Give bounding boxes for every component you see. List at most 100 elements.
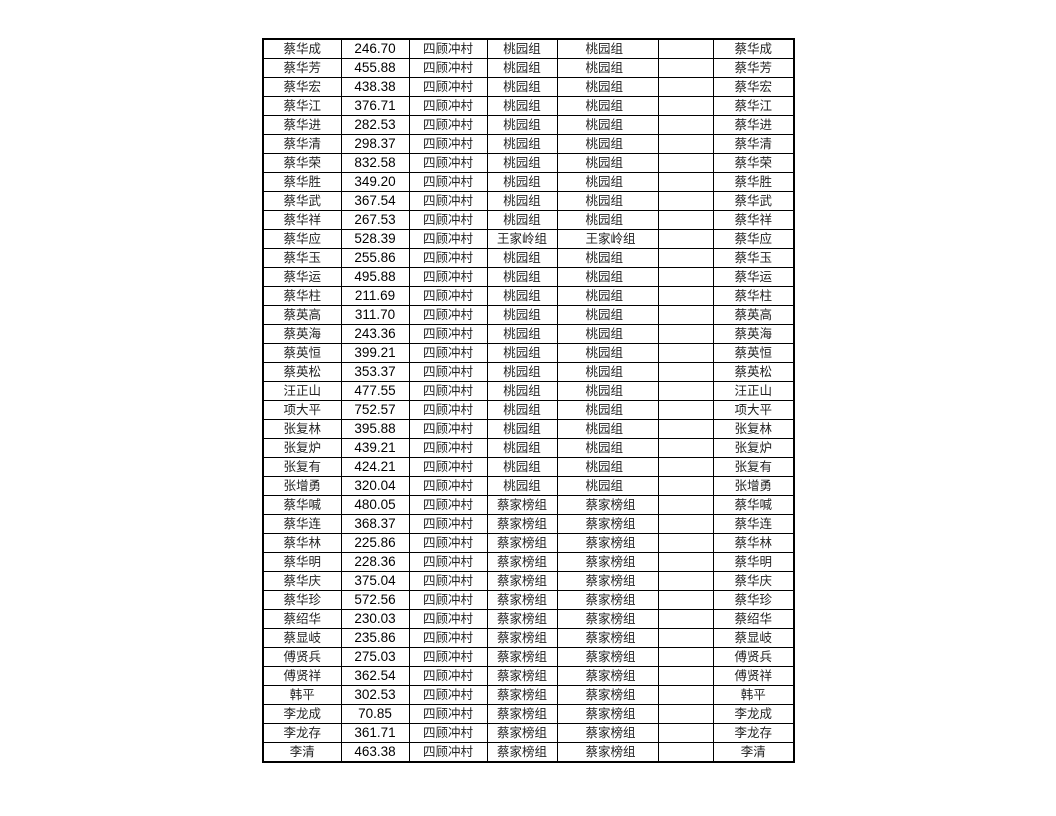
group-cell: 桃园组 [486,248,558,268]
name-cell: 蔡华柱 [262,286,342,306]
village-cell: 四顾冲村 [408,58,488,78]
village-cell: 四顾冲村 [408,343,488,363]
blank-cell [657,514,714,534]
subgroup-cell: 桃园组 [556,286,659,306]
group-cell: 蔡家榜组 [486,514,558,534]
group-cell: 蔡家榜组 [486,666,558,686]
name-confirm-cell: 韩平 [712,685,795,705]
blank-cell [657,305,714,325]
subgroup-cell: 桃园组 [556,96,659,116]
area-cell: 376.71 [340,96,410,116]
group-cell: 桃园组 [486,438,558,458]
name-cell: 蔡英松 [262,362,342,382]
table-row: 蔡华宏 438.38 四顾冲村 桃园组 桃园组 蔡华宏 [262,77,795,97]
area-cell: 349.20 [340,172,410,192]
name-confirm-cell: 蔡华庆 [712,571,795,591]
village-cell: 四顾冲村 [408,419,488,439]
name-confirm-cell: 蔡华江 [712,96,795,116]
area-cell: 399.21 [340,343,410,363]
group-cell: 桃园组 [486,419,558,439]
name-confirm-cell: 蔡华宏 [712,77,795,97]
area-cell: 832.58 [340,153,410,173]
name-cell: 蔡华江 [262,96,342,116]
table-row: 蔡华运 495.88 四顾冲村 桃园组 桃园组 蔡华运 [262,267,795,287]
table-row: 蔡华明 228.36 四顾冲村 蔡家榜组 蔡家榜组 蔡华明 [262,552,795,572]
group-cell: 桃园组 [486,96,558,116]
name-confirm-cell: 李龙存 [712,723,795,743]
blank-cell [657,229,714,249]
area-cell: 439.21 [340,438,410,458]
table-row: 张增勇 320.04 四顾冲村 桃园组 桃园组 张增勇 [262,476,795,496]
name-cell: 李龙成 [262,704,342,724]
name-confirm-cell: 蔡华芳 [712,58,795,78]
name-cell: 蔡华明 [262,552,342,572]
group-cell: 蔡家榜组 [486,533,558,553]
table-row: 李龙成 70.85 四顾冲村 蔡家榜组 蔡家榜组 李龙成 [262,704,795,724]
area-cell: 320.04 [340,476,410,496]
area-cell: 480.05 [340,495,410,515]
table-row: 蔡英恒 399.21 四顾冲村 桃园组 桃园组 蔡英恒 [262,343,795,363]
name-cell: 蔡华连 [262,514,342,534]
name-cell: 蔡英高 [262,305,342,325]
subgroup-cell: 蔡家榜组 [556,723,659,743]
group-cell: 桃园组 [486,153,558,173]
blank-cell [657,438,714,458]
table-row: 蔡华玉 255.86 四顾冲村 桃园组 桃园组 蔡华玉 [262,248,795,268]
name-cell: 蔡华荣 [262,153,342,173]
blank-cell [657,704,714,724]
area-cell: 228.36 [340,552,410,572]
village-cell: 四顾冲村 [408,115,488,135]
blank-cell [657,38,714,59]
village-cell: 四顾冲村 [408,362,488,382]
blank-cell [657,343,714,363]
village-cell: 四顾冲村 [408,609,488,629]
subgroup-cell: 桃园组 [556,115,659,135]
name-confirm-cell: 蔡华喊 [712,495,795,515]
blank-cell [657,552,714,572]
name-confirm-cell: 蔡华运 [712,267,795,287]
name-confirm-cell: 蔡华成 [712,38,795,59]
name-confirm-cell: 蔡英高 [712,305,795,325]
subgroup-cell: 蔡家榜组 [556,647,659,667]
area-cell: 375.04 [340,571,410,591]
subgroup-cell: 蔡家榜组 [556,666,659,686]
village-cell: 四顾冲村 [408,210,488,230]
subgroup-cell: 蔡家榜组 [556,628,659,648]
village-cell: 四顾冲村 [408,96,488,116]
area-cell: 438.38 [340,77,410,97]
area-cell: 311.70 [340,305,410,325]
blank-cell [657,153,714,173]
subgroup-cell: 桃园组 [556,381,659,401]
area-cell: 361.71 [340,723,410,743]
subgroup-cell: 蔡家榜组 [556,685,659,705]
table-row: 蔡华武 367.54 四顾冲村 桃园组 桃园组 蔡华武 [262,191,795,211]
area-cell: 395.88 [340,419,410,439]
village-cell: 四顾冲村 [408,590,488,610]
area-cell: 275.03 [340,647,410,667]
name-confirm-cell: 傅贤祥 [712,666,795,686]
name-confirm-cell: 蔡华珍 [712,590,795,610]
blank-cell [657,571,714,591]
group-cell: 桃园组 [486,267,558,287]
table-row: 傅贤兵 275.03 四顾冲村 蔡家榜组 蔡家榜组 傅贤兵 [262,647,795,667]
name-cell: 张复林 [262,419,342,439]
name-cell: 蔡华武 [262,191,342,211]
area-cell: 752.57 [340,400,410,420]
area-cell: 255.86 [340,248,410,268]
group-cell: 桃园组 [486,381,558,401]
subgroup-cell: 桃园组 [556,58,659,78]
area-cell: 211.69 [340,286,410,306]
blank-cell [657,115,714,135]
name-cell: 蔡华玉 [262,248,342,268]
table-row: 项大平 752.57 四顾冲村 桃园组 桃园组 项大平 [262,400,795,420]
group-cell: 蔡家榜组 [486,609,558,629]
village-cell: 四顾冲村 [408,457,488,477]
village-cell: 四顾冲村 [408,77,488,97]
group-cell: 桃园组 [486,400,558,420]
group-cell: 桃园组 [486,362,558,382]
name-confirm-cell: 蔡华林 [712,533,795,553]
table-row: 蔡英高 311.70 四顾冲村 桃园组 桃园组 蔡英高 [262,305,795,325]
name-cell: 张增勇 [262,476,342,496]
area-cell: 298.37 [340,134,410,154]
village-cell: 四顾冲村 [408,134,488,154]
